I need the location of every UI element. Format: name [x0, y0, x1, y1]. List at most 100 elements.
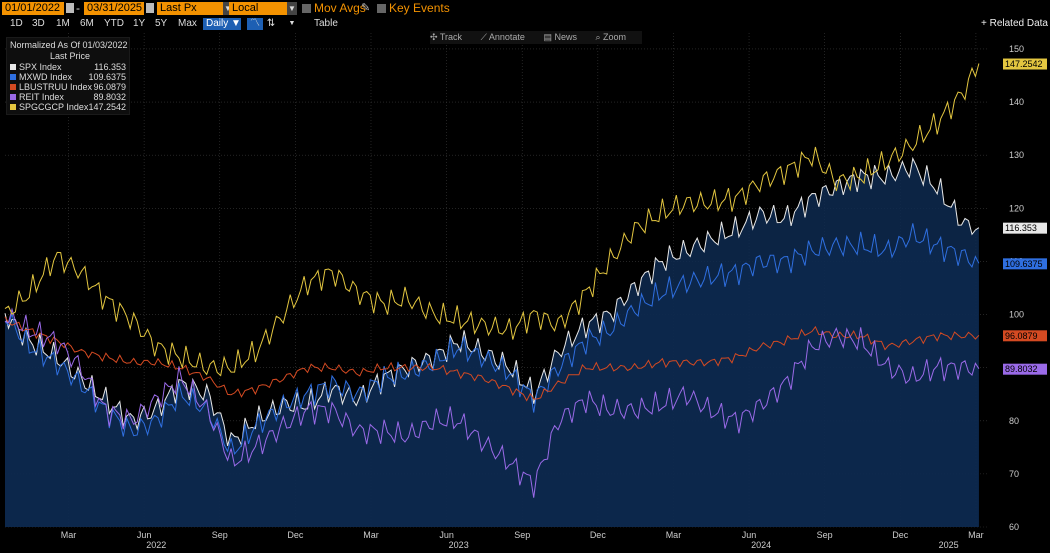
end-date-field[interactable]: 03/31/2025	[84, 2, 144, 15]
annotate-tool[interactable]: ⟋ Annotate	[480, 32, 525, 42]
x-tick-label: Sep	[817, 530, 833, 540]
x-tick-label: Mar	[968, 530, 984, 540]
last-value-tag	[1003, 58, 1047, 70]
mov-avgs-checkbox[interactable]	[302, 4, 311, 13]
chart-legend: Normalized As Of 01/03/2022 Last Price S…	[6, 37, 130, 115]
legend-row[interactable]: LBUSTRUU Index 96.0879	[10, 82, 129, 92]
price-field-select[interactable]: Last Px	[157, 2, 223, 15]
y-tick-label: 120	[1009, 203, 1024, 213]
x-tick-label: Mar	[666, 530, 682, 540]
legend-series-value: 89.8032	[93, 92, 126, 102]
range-6m[interactable]: 6M	[80, 18, 94, 29]
related-data-button[interactable]: + Related Data	[981, 18, 1048, 29]
legend-series-name: REIT Index	[19, 92, 64, 102]
table-button[interactable]: Table	[314, 18, 338, 29]
last-value-label: 147.2542	[1005, 59, 1043, 69]
legend-series-value: 116.353	[94, 62, 126, 72]
x-tick-label: Sep	[514, 530, 530, 540]
frequency-label: Daily	[206, 18, 229, 29]
news-tool[interactable]: ▤ News	[543, 32, 577, 42]
x-tick-label: Jun	[439, 530, 454, 540]
range-1y[interactable]: 1Y	[133, 18, 146, 29]
security-toolbar: 01/01/2022 - 03/31/2025 Last Px ▼ Local …	[0, 0, 1050, 27]
y-tick-label: 140	[1009, 97, 1024, 107]
x-tick-label: Jun	[137, 530, 152, 540]
series-line-reit[interactable]	[4, 307, 980, 498]
chevron-down-icon[interactable]: ▼	[288, 20, 296, 27]
legend-swatch	[10, 94, 16, 100]
legend-swatch	[10, 104, 16, 110]
legend-series-name: LBUSTRUU Index	[19, 82, 93, 92]
legend-series-value: 96.0879	[93, 82, 126, 92]
legend-swatch	[10, 74, 16, 80]
legend-title: Normalized As Of 01/03/2022	[10, 40, 128, 50]
date-separator: -	[76, 1, 80, 15]
range-1m[interactable]: 1M	[56, 18, 70, 29]
start-date-field[interactable]: 01/01/2022	[2, 2, 64, 15]
frequency-select[interactable]: Daily ▼	[203, 18, 241, 30]
legend-series-name: MXWD Index	[19, 72, 73, 82]
range-3d[interactable]: 3D	[32, 18, 45, 29]
legend-series-name: SPX Index	[19, 62, 62, 72]
series-line-spgcgcp[interactable]	[4, 63, 980, 377]
calendar-icon[interactable]	[146, 3, 154, 13]
series-line-lbustruu[interactable]	[4, 316, 980, 402]
range-1d[interactable]: 1D	[10, 18, 23, 29]
series-line-spx[interactable]	[4, 156, 980, 447]
x-tick-label: Sep	[212, 530, 228, 540]
range-toolbar: 1D 3D 1M 6M YTD 1Y 5Y Max Daily ▼ 〽 ⇅ ▼ …	[0, 17, 1050, 31]
last-value-label: 116.353	[1005, 223, 1037, 233]
y-tick-label: 150	[1009, 44, 1024, 54]
key-events-checkbox[interactable]	[377, 4, 386, 13]
chevron-down-icon[interactable]: ▼	[223, 2, 233, 15]
x-tick-label: Jun	[742, 530, 757, 540]
x-year-label: 2024	[751, 540, 771, 550]
last-value-label: 89.8032	[1005, 364, 1038, 374]
chevron-down-icon[interactable]: ▼	[287, 2, 297, 15]
legend-swatch	[10, 64, 16, 70]
zoom-tool[interactable]: ⌕ Zoom	[595, 32, 627, 42]
last-value-tag	[1003, 258, 1047, 270]
line-chart-icon[interactable]: 〽	[247, 18, 263, 30]
legend-row[interactable]: SPX Index 116.353	[10, 62, 129, 72]
y-tick-label: 80	[1009, 416, 1019, 426]
legend-subtitle: Last Price	[50, 51, 91, 61]
y-tick-label: 60	[1009, 522, 1019, 532]
legend-swatch	[10, 84, 16, 90]
chart-type-icon[interactable]: ⇅	[266, 18, 276, 29]
x-year-label: 2025	[939, 540, 959, 550]
key-events-label[interactable]: Key Events	[389, 1, 450, 15]
x-year-label: 2023	[449, 540, 469, 550]
series-line-mxwd[interactable]	[4, 223, 980, 456]
range-ytd[interactable]: YTD	[104, 18, 124, 29]
legend-row[interactable]: MXWD Index 109.6375	[10, 72, 129, 82]
x-tick-label: Dec	[287, 530, 304, 540]
y-tick-label: 70	[1009, 469, 1019, 479]
y-tick-label: 130	[1009, 150, 1024, 160]
calendar-icon[interactable]	[66, 3, 74, 13]
track-tool[interactable]: ✣ Track	[430, 32, 463, 42]
range-max[interactable]: Max	[178, 18, 197, 29]
pencil-icon[interactable]: ✎	[361, 2, 371, 14]
last-value-label: 96.0879	[1005, 331, 1038, 341]
legend-series-value: 109.6375	[88, 72, 126, 82]
y-tick-label: 100	[1009, 310, 1024, 320]
x-tick-label: Dec	[590, 530, 607, 540]
x-tick-label: Mar	[61, 530, 77, 540]
legend-row[interactable]: SPGCGCP Index 147.2542	[10, 102, 129, 112]
x-tick-label: Mar	[363, 530, 379, 540]
legend-series-name: SPGCGCP Index	[19, 102, 89, 112]
last-value-tag	[1003, 222, 1047, 234]
chart-tools: ✣ Track ⟋ Annotate ▤ News ⌕ Zoom	[430, 31, 643, 44]
x-tick-label: Dec	[892, 530, 909, 540]
legend-row[interactable]: REIT Index 89.8032	[10, 92, 129, 102]
last-value-label: 109.6375	[1005, 259, 1043, 269]
range-5y[interactable]: 5Y	[155, 18, 168, 29]
last-value-tag	[1003, 330, 1047, 342]
x-year-label: 2022	[146, 540, 166, 550]
mov-avgs-label[interactable]: Mov Avgs	[314, 1, 366, 15]
legend-series-value: 147.2542	[88, 102, 126, 112]
last-value-tag	[1003, 363, 1047, 375]
